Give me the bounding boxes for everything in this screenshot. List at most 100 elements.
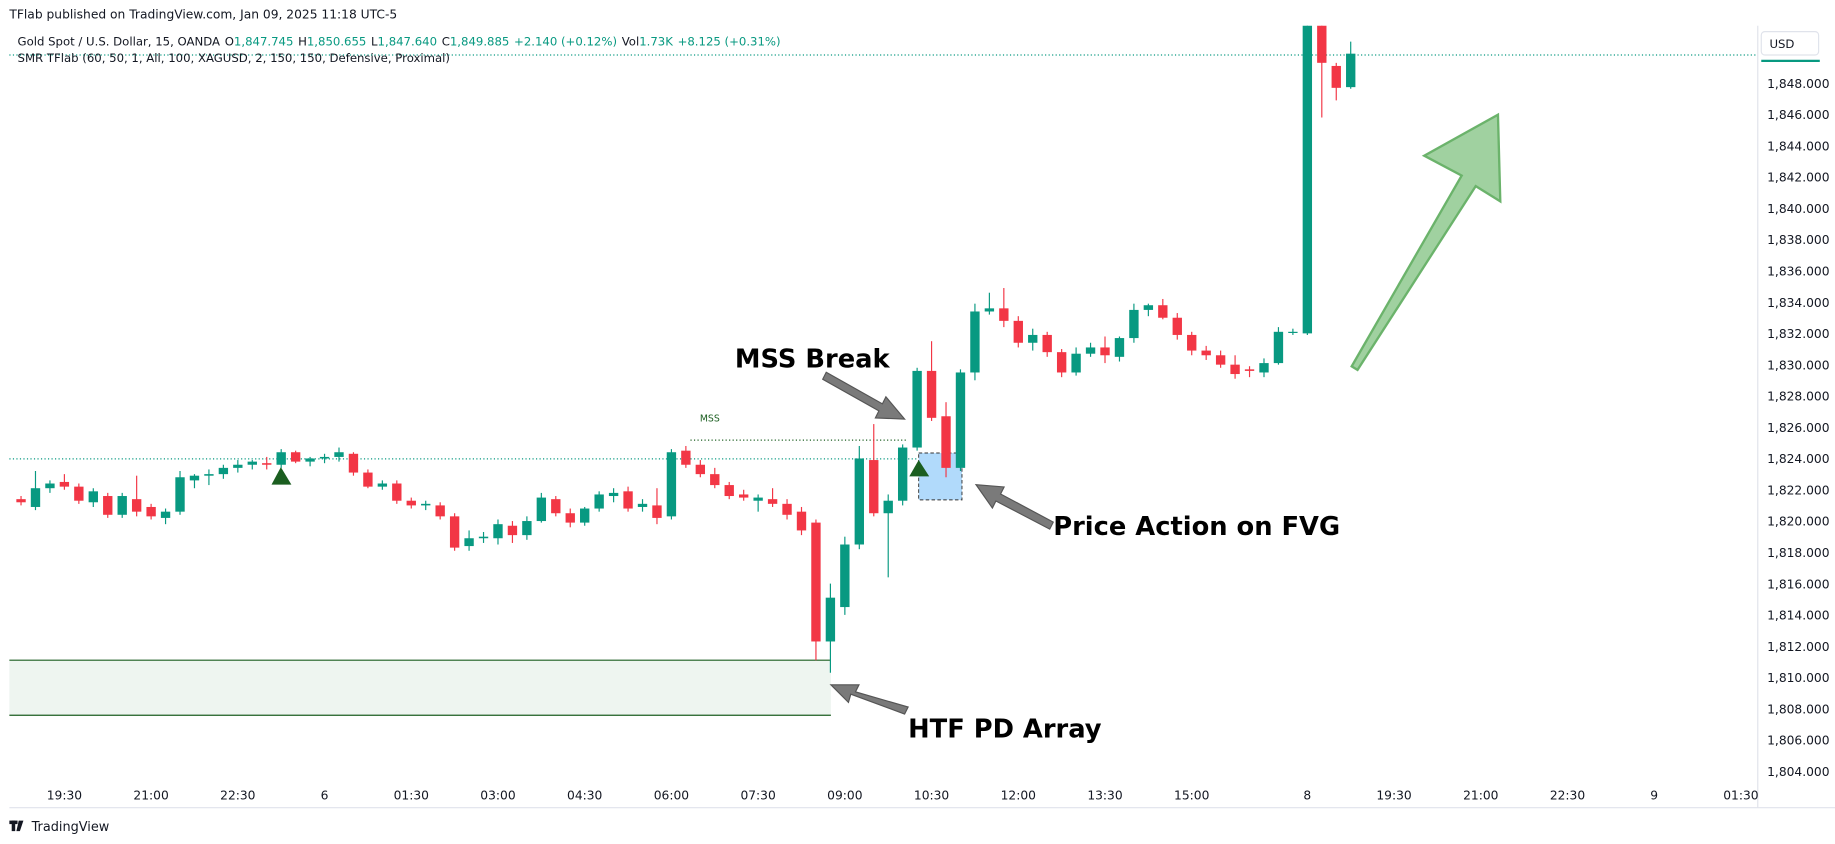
currency-box[interactable] (1760, 31, 1820, 56)
y-tick-label: 1,822.000 (1767, 483, 1829, 497)
y-tick-label: 1,826.000 (1767, 421, 1829, 435)
candle-body (1259, 363, 1269, 373)
candle-body (74, 486, 84, 501)
y-tick-label: 1,840.000 (1767, 202, 1829, 216)
x-tick-label: 04:30 (567, 789, 602, 803)
candle-body (88, 491, 98, 503)
candle-body (262, 463, 272, 465)
x-tick-label: 9 (1650, 789, 1658, 803)
x-tick-label: 21:00 (1463, 789, 1498, 803)
candle-body (869, 460, 879, 514)
candle-body (103, 496, 113, 515)
candle-body (724, 485, 734, 497)
annotation: HTF PD Array (908, 714, 1102, 744)
candle-body (1028, 334, 1038, 343)
brand-logo (9, 820, 24, 832)
candle-body (912, 370, 922, 448)
candle-body (1100, 347, 1110, 356)
candle-body (955, 372, 966, 468)
candle-body (507, 525, 518, 536)
candle-body (421, 503, 431, 506)
y-tick-label: 1,838.000 (1767, 233, 1829, 247)
ohlc-value: 1.73K (639, 35, 673, 49)
ohlc-label: L (371, 35, 378, 49)
candle-body (652, 505, 662, 518)
candle-body (710, 474, 720, 486)
candle-body (666, 452, 677, 517)
candle-body (146, 506, 156, 517)
y-tick-label: 1,830.000 (1767, 358, 1829, 372)
annotation-arrows (821, 371, 1055, 715)
candle-body (117, 496, 127, 515)
candle-body (319, 456, 330, 459)
candle-body (594, 494, 604, 509)
candle-body (681, 450, 691, 465)
candle-body (1129, 309, 1139, 339)
ohlc-value: 1,850.655 (307, 35, 366, 49)
candle-body (854, 458, 864, 545)
x-tick-label: 06:00 (654, 789, 689, 803)
y-tick-label: 1,832.000 (1767, 327, 1829, 341)
candle-body (565, 513, 575, 523)
candle-body (1244, 369, 1255, 371)
candle-body (608, 492, 619, 497)
candle-body (1013, 320, 1023, 343)
candle-body (131, 499, 142, 512)
ohlc-label: Vol (622, 35, 639, 49)
arrow (829, 684, 909, 715)
ohlc-value: 1,847.745 (234, 35, 293, 49)
y-tick-label: 1,820.000 (1767, 515, 1829, 529)
x-tick-label: 12:00 (1001, 789, 1036, 803)
candle-body (551, 499, 561, 514)
candle-body (1346, 53, 1356, 88)
x-tick-label: 19:30 (1376, 789, 1411, 803)
y-tick-label: 1,816.000 (1767, 577, 1829, 591)
ohlc-label: O (225, 35, 234, 49)
candle-body (1215, 355, 1226, 365)
y-tick-label: 1,846.000 (1767, 108, 1829, 122)
candle-body (1331, 65, 1341, 88)
candle-body (1230, 364, 1240, 375)
candle-body (580, 508, 590, 523)
candle-body (290, 452, 301, 462)
candle-body (233, 464, 243, 468)
candle-body (276, 452, 286, 465)
candle-body (493, 524, 503, 539)
candle-body (1288, 331, 1298, 333)
x-tick-label: 13:30 (1087, 789, 1122, 803)
candle-body (1071, 353, 1081, 373)
candle-body (840, 544, 850, 608)
annotation: MSS Break (735, 345, 891, 375)
candle-body (1201, 350, 1211, 356)
fvg-box (918, 452, 963, 501)
candle-body (637, 503, 648, 507)
candle-body (767, 499, 778, 504)
trend-arrow (1350, 112, 1502, 372)
candle-body (1273, 331, 1284, 364)
ohlc-label: C (442, 35, 450, 49)
candle-body (160, 511, 171, 518)
x-tick-label: 10:30 (914, 789, 949, 803)
y-tick-label: 1,814.000 (1767, 609, 1829, 623)
candle-body (478, 536, 489, 539)
symbol-title: Gold Spot / U.S. Dollar, 15, OANDA (18, 35, 220, 49)
currency-label[interactable]: USD (1769, 37, 1794, 51)
y-tick-label: 1,824.000 (1767, 452, 1829, 466)
y-tick-label: 1,836.000 (1767, 264, 1829, 278)
x-tick-label: 07:30 (740, 789, 775, 803)
candle-body (1114, 338, 1125, 357)
candle-body (1172, 317, 1182, 335)
y-tick-label: 1,848.000 (1767, 77, 1829, 91)
y-tick-label: 1,808.000 (1767, 702, 1829, 716)
x-tick-label: 22:30 (220, 789, 255, 803)
ohlc-value: +8.125 (+0.31%) (678, 35, 781, 49)
candle-body (392, 483, 402, 501)
x-tick-label: 03:00 (480, 789, 515, 803)
candle-body (247, 461, 257, 465)
candle-body (348, 453, 359, 473)
y-tick-label: 1,810.000 (1767, 671, 1829, 685)
x-tick-label: 19:30 (47, 789, 82, 803)
candle-body (623, 491, 633, 509)
candle-body (825, 597, 836, 642)
